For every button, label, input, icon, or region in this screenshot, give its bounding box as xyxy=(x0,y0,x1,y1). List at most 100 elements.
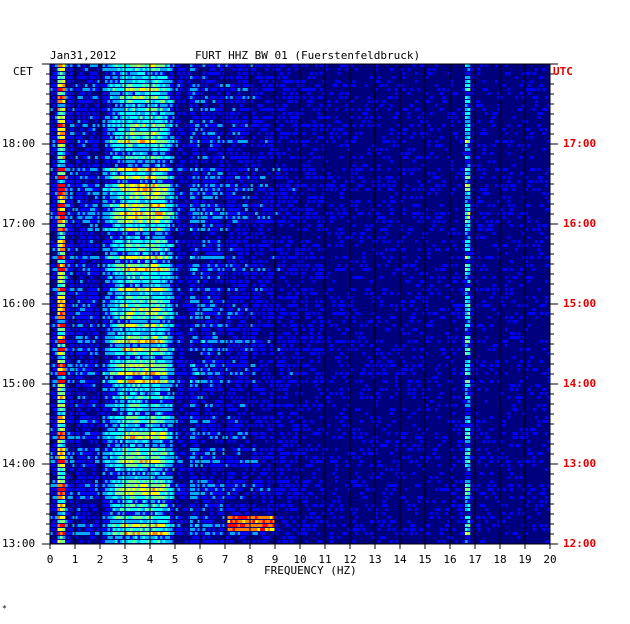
heatmap-cell xyxy=(107,148,111,151)
heatmap-cell xyxy=(97,256,101,259)
heatmap-cell xyxy=(320,276,323,279)
heatmap-cell xyxy=(240,128,243,131)
heatmap-cell xyxy=(252,196,256,199)
heatmap-cell xyxy=(147,216,151,219)
heatmap-cell xyxy=(392,200,396,203)
heatmap-cell xyxy=(465,68,468,71)
heatmap-cell xyxy=(297,180,301,183)
heatmap-cell xyxy=(365,228,368,231)
heatmap-cell xyxy=(170,152,173,155)
heatmap-cell xyxy=(260,92,263,95)
heatmap-cell xyxy=(467,152,471,155)
heatmap-cell xyxy=(120,160,123,163)
heatmap-cell xyxy=(60,88,63,91)
heatmap-cell xyxy=(95,216,98,219)
heatmap-cell xyxy=(277,128,281,131)
heatmap-cell xyxy=(50,180,53,183)
heatmap-cell xyxy=(87,100,91,103)
heatmap-cell xyxy=(195,264,198,267)
heatmap-cell xyxy=(157,172,161,175)
heatmap-cell xyxy=(57,64,61,67)
heatmap-cell xyxy=(202,204,206,207)
heatmap-cell xyxy=(215,168,218,171)
heatmap-cell xyxy=(285,192,288,195)
heatmap-cell xyxy=(502,128,506,131)
heatmap-cell xyxy=(150,196,153,199)
heatmap-cell xyxy=(345,140,348,143)
heatmap-cell xyxy=(92,124,96,127)
heatmap-cell xyxy=(100,256,103,259)
heatmap-cell xyxy=(125,144,128,147)
heatmap-cell xyxy=(80,112,83,115)
heatmap-cell xyxy=(497,108,501,111)
heatmap-cell xyxy=(97,208,101,211)
heatmap-cell xyxy=(97,212,101,215)
heatmap-cell xyxy=(357,184,361,187)
heatmap-cell xyxy=(505,184,508,187)
heatmap-cell xyxy=(220,64,223,67)
heatmap-cell xyxy=(247,228,251,231)
heatmap-cell xyxy=(177,204,181,207)
heatmap-cell xyxy=(310,276,313,279)
heatmap-cell xyxy=(190,248,193,251)
heatmap-cell xyxy=(212,264,216,267)
heatmap-cell xyxy=(200,244,203,247)
heatmap-cell xyxy=(122,144,126,147)
heatmap-cell xyxy=(235,156,238,159)
heatmap-cell xyxy=(92,176,96,179)
heatmap-cell xyxy=(100,268,103,271)
heatmap-cell xyxy=(495,140,498,143)
heatmap-cell xyxy=(137,108,141,111)
heatmap-cell xyxy=(165,272,168,275)
heatmap-cell xyxy=(107,204,111,207)
heatmap-cell xyxy=(130,68,133,71)
heatmap-cell xyxy=(62,276,66,279)
heatmap-cell xyxy=(260,120,263,123)
heatmap-cell xyxy=(365,104,368,107)
heatmap-cell xyxy=(195,148,198,151)
heatmap-cell xyxy=(130,112,133,115)
heatmap-cell xyxy=(70,216,73,219)
heatmap-cell xyxy=(202,228,206,231)
heatmap-cell xyxy=(105,256,108,259)
heatmap-cell xyxy=(500,208,503,211)
heatmap-cell xyxy=(122,272,126,275)
heatmap-cell xyxy=(357,212,361,215)
heatmap-cell xyxy=(285,76,288,79)
heatmap-cell xyxy=(65,140,68,143)
heatmap-cell xyxy=(465,272,468,275)
heatmap-cell xyxy=(262,204,266,207)
heatmap-cell xyxy=(172,64,176,67)
heatmap-cell xyxy=(80,208,83,211)
heatmap-cell xyxy=(410,196,413,199)
heatmap-cell xyxy=(270,144,273,147)
heatmap-cell xyxy=(120,104,123,107)
heatmap-cell xyxy=(67,260,71,263)
heatmap-cell xyxy=(107,248,111,251)
heatmap-cell xyxy=(135,228,138,231)
heatmap-cell xyxy=(465,100,468,103)
heatmap-cell xyxy=(257,220,261,223)
heatmap-cell xyxy=(107,188,111,191)
heatmap-cell xyxy=(287,204,291,207)
heatmap-cell xyxy=(130,108,133,111)
heatmap-cell xyxy=(75,272,78,275)
heatmap-cell xyxy=(117,192,121,195)
heatmap-cell xyxy=(175,184,178,187)
heatmap-cell xyxy=(547,140,551,143)
heatmap-cell xyxy=(115,192,118,195)
heatmap-cell xyxy=(300,124,303,127)
heatmap-cell xyxy=(57,156,61,159)
heatmap-cell xyxy=(377,152,381,155)
heatmap-cell xyxy=(57,128,61,131)
heatmap-cell xyxy=(117,244,121,247)
heatmap-cell xyxy=(247,220,251,223)
heatmap-cell xyxy=(145,192,148,195)
heatmap-cell xyxy=(202,192,206,195)
heatmap-cell xyxy=(177,72,181,75)
heatmap-cell xyxy=(120,80,123,83)
heatmap-cell xyxy=(390,68,393,71)
heatmap-cell xyxy=(287,80,291,83)
heatmap-cell xyxy=(520,224,523,227)
heatmap-cell xyxy=(130,204,133,207)
